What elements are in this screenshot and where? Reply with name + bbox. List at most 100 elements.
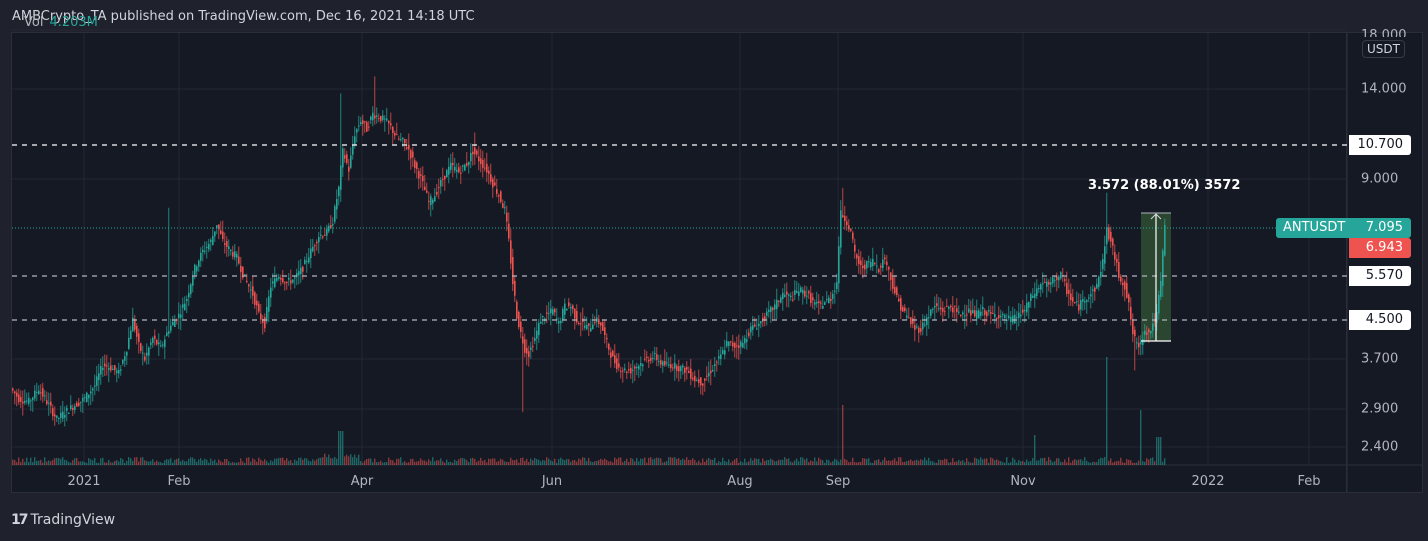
candle-body	[844, 216, 846, 222]
volume-bar	[306, 458, 308, 465]
volume-bar	[1040, 458, 1042, 465]
candle-body	[534, 337, 536, 342]
time-axis-tick: Feb	[167, 474, 191, 489]
candle-body	[494, 182, 496, 186]
time-axis-tick: 2022	[1191, 474, 1225, 489]
candle-body	[526, 347, 528, 354]
volume-bar	[342, 431, 344, 465]
candle-body	[290, 280, 292, 284]
volume-bar	[986, 458, 988, 465]
candle-body	[242, 266, 244, 278]
volume-bar	[106, 462, 108, 465]
volume-bar	[50, 461, 52, 465]
volume-bar	[942, 460, 944, 465]
volume-bar	[776, 461, 778, 465]
currency-badge[interactable]: USDT	[1362, 40, 1405, 58]
volume-bar	[1054, 461, 1056, 465]
candle-body	[230, 249, 232, 251]
candle-body	[88, 394, 90, 399]
volume-bar	[438, 460, 440, 465]
volume-bar	[432, 457, 434, 465]
horizontal-level-tag[interactable]: 4.500	[1349, 310, 1411, 330]
candle-body	[414, 160, 416, 168]
volume-bar	[750, 458, 752, 465]
volume-bar	[910, 459, 912, 465]
horizontal-level-tag[interactable]: 5.570	[1349, 266, 1411, 286]
candle-body	[552, 309, 554, 315]
candle-body	[410, 149, 412, 159]
candle-body	[478, 156, 480, 162]
volume-bar	[806, 458, 808, 465]
volume-bar	[1108, 460, 1110, 465]
candle-body	[72, 407, 74, 411]
candle-body	[970, 310, 972, 316]
time-axis-tick: Feb	[1297, 474, 1321, 489]
candle-body	[966, 314, 968, 316]
candle-body	[680, 366, 682, 372]
candle-body	[1152, 323, 1154, 331]
candle-body	[1094, 287, 1096, 292]
volume-bar	[316, 459, 318, 465]
volume-bar	[472, 457, 474, 465]
volume-bar	[850, 461, 852, 465]
candle-body	[1100, 271, 1102, 278]
volume-bar	[1012, 457, 1014, 465]
volume-bar	[794, 460, 796, 465]
volume-bar	[666, 460, 668, 465]
candle-body	[106, 365, 108, 367]
tradingview-logo[interactable]: 17 TradingView	[11, 512, 115, 528]
volume-bar	[332, 458, 334, 465]
volume-bar	[218, 459, 220, 465]
volume-bar	[40, 459, 42, 465]
candle-body	[208, 243, 210, 250]
volume-bar	[1000, 461, 1002, 465]
candle-body	[854, 244, 856, 252]
candle-body	[464, 164, 466, 171]
candle-body	[754, 324, 756, 327]
volume-bar	[588, 457, 590, 465]
candle-body	[378, 118, 380, 120]
volume-bar	[148, 461, 150, 465]
candle-body	[442, 178, 444, 180]
volume-bar	[378, 462, 380, 465]
price-axis[interactable]	[1347, 32, 1423, 493]
volume-bar	[808, 462, 810, 465]
candle-body	[82, 397, 84, 402]
candle-body	[352, 145, 354, 155]
candle-body	[724, 350, 726, 355]
volume-bar	[878, 459, 880, 465]
candle-body	[1148, 329, 1150, 333]
candle-body	[1072, 297, 1074, 302]
volume-bar	[216, 462, 218, 465]
volume-bar	[902, 462, 904, 465]
volume-bar	[246, 457, 248, 465]
candle-body	[826, 299, 828, 301]
candle-body	[700, 377, 702, 386]
volume-bar	[498, 460, 500, 465]
volume-bar	[922, 460, 924, 465]
volume-bar	[540, 461, 542, 465]
candle-body	[428, 200, 430, 202]
candle-body	[776, 299, 778, 310]
candle-body	[214, 231, 216, 237]
volume-bar	[382, 462, 384, 465]
horizontal-level-tag[interactable]: 10.700	[1349, 135, 1411, 155]
volume-bar	[74, 458, 76, 465]
candle-body	[580, 323, 582, 325]
volume-bar	[606, 460, 608, 465]
candle-body	[610, 352, 612, 358]
volume-bar	[660, 458, 662, 465]
candle-body	[366, 122, 368, 132]
candle-body	[932, 308, 934, 310]
candle-body	[902, 307, 904, 312]
candle-body	[638, 365, 640, 370]
volume-bar	[1004, 462, 1006, 465]
candle-body	[740, 341, 742, 347]
volume-bar	[178, 458, 180, 465]
candle-body	[84, 397, 86, 399]
candle-body	[530, 347, 532, 350]
volume-bar	[824, 462, 826, 465]
volume-bar	[514, 460, 516, 465]
candle-body	[386, 118, 388, 121]
